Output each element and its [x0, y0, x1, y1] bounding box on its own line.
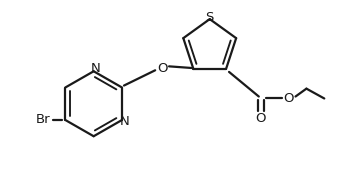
Text: O: O — [256, 112, 266, 125]
Text: O: O — [283, 92, 294, 105]
Text: N: N — [91, 62, 101, 75]
Text: S: S — [205, 11, 214, 24]
Text: N: N — [120, 115, 130, 128]
Text: Br: Br — [36, 114, 51, 127]
Text: O: O — [157, 62, 167, 75]
